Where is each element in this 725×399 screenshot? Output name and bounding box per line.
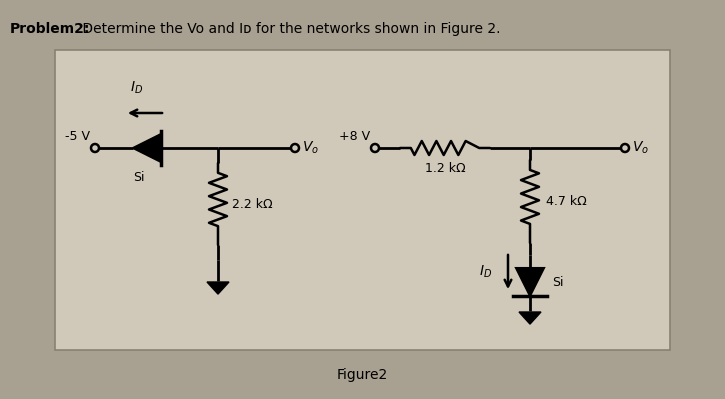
Polygon shape bbox=[519, 312, 541, 324]
Polygon shape bbox=[516, 268, 544, 296]
Text: Si: Si bbox=[133, 171, 145, 184]
Text: Determine the Vo and Iᴅ for the networks shown in Figure 2.: Determine the Vo and Iᴅ for the networks… bbox=[78, 22, 500, 36]
Text: -5 V: -5 V bbox=[65, 130, 90, 143]
Text: 4.7 kΩ: 4.7 kΩ bbox=[546, 195, 587, 208]
Polygon shape bbox=[207, 282, 229, 294]
Text: Figure2: Figure2 bbox=[336, 368, 388, 382]
Text: 2.2 kΩ: 2.2 kΩ bbox=[232, 198, 273, 211]
FancyBboxPatch shape bbox=[55, 50, 670, 350]
Text: $V_o$: $V_o$ bbox=[302, 140, 319, 156]
Text: 1.2 kΩ: 1.2 kΩ bbox=[425, 162, 465, 175]
Text: Problem2:: Problem2: bbox=[10, 22, 91, 36]
Text: +8 V: +8 V bbox=[339, 130, 370, 143]
Text: $I_D$: $I_D$ bbox=[478, 264, 492, 280]
Text: Si: Si bbox=[552, 275, 563, 288]
Text: $V_o$: $V_o$ bbox=[632, 140, 649, 156]
Polygon shape bbox=[133, 134, 161, 162]
Text: $I_D$: $I_D$ bbox=[130, 79, 144, 96]
